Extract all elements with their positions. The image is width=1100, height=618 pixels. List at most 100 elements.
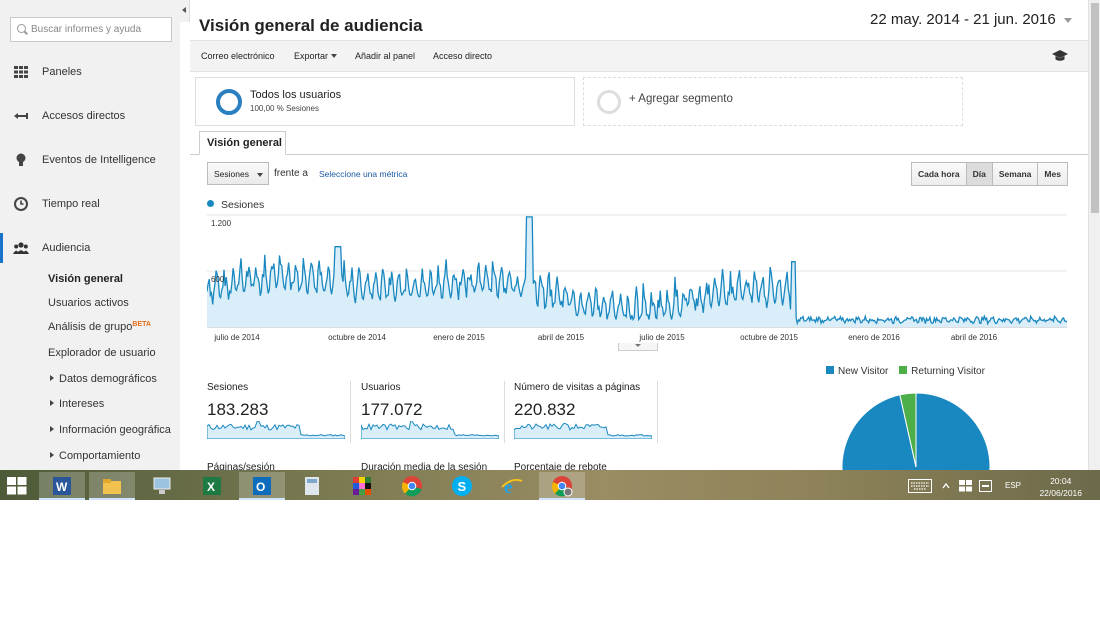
audience-sub-label: Información geográfica (59, 424, 171, 436)
segment-all-users[interactable]: Todos los usuarios 100,00 % Sesiones (195, 77, 575, 126)
clock-time: 20:04 (1050, 476, 1072, 486)
system-clock[interactable]: 20:04 22/06/2016 (1039, 475, 1082, 499)
taskbar-calculator[interactable] (289, 472, 335, 500)
taskbar-app-grid[interactable] (339, 472, 385, 500)
sidebar: Buscar informes y ayuda Paneles Accesos … (0, 0, 180, 470)
date-range-picker[interactable]: 22 may. 2014 - 21 jun. 2016 (866, 8, 1076, 32)
app-grid-icon (353, 477, 371, 495)
x-tick-label: julio de 2014 (213, 333, 260, 342)
graduation-cap-icon[interactable] (1052, 50, 1068, 62)
select-metric-link[interactable]: Seleccione una métrica (319, 169, 408, 179)
audience-sub-label: Datos demográficos (59, 373, 157, 385)
add-segment-label: + Agregar segmento (629, 93, 733, 105)
y-tick-label: 1.200 (211, 219, 232, 228)
export-button[interactable]: Exportar (294, 51, 338, 61)
taskbar-excel[interactable]: X (189, 472, 235, 500)
summary-label: Duración media de la sesión (361, 462, 488, 472)
taskbar-word[interactable]: W (39, 472, 85, 500)
sidebar-item-paneles[interactable]: Paneles (0, 57, 180, 87)
audience-sub-analisis-grupo[interactable]: Análisis de grupoBETA (48, 321, 151, 333)
audience-sub-datos-demograficos[interactable]: Datos demográficos (50, 373, 157, 385)
summary-label: Usuarios (361, 382, 401, 393)
taskbar-chrome[interactable] (389, 472, 435, 500)
taskbar-file-explorer[interactable] (89, 472, 135, 500)
chrome-user-icon (552, 476, 573, 497)
taskbar-outlook[interactable]: O (239, 472, 285, 500)
date-range-text: 22 may. 2014 - 21 jun. 2016 (870, 11, 1056, 28)
legend-label: Returning Visitor (911, 366, 985, 377)
versus-label: frente a (274, 168, 308, 179)
calculator-icon (305, 477, 319, 495)
metric-dropdown[interactable]: Sesiones (207, 162, 269, 185)
outlook-icon: O (253, 477, 271, 495)
taskbar-skype[interactable]: S (439, 472, 485, 500)
file-explorer-icon (103, 479, 121, 494)
pie-legend: New Visitor Returning Visitor (826, 366, 985, 377)
email-button[interactable]: Correo electrónico (201, 51, 275, 61)
summary-usuarios[interactable]: Usuarios 177.072 (361, 381, 505, 443)
tab-vision-general[interactable]: Visión general (199, 131, 286, 155)
x-axis-ticks: julio de 2014 octubre de 2014 enero de 201… (213, 333, 997, 342)
sparkline (207, 421, 345, 439)
summary-sesiones[interactable]: Sesiones 183.283 (207, 381, 351, 443)
clock-date: 22/06/2016 (1039, 488, 1082, 498)
summary-value: 177.072 (361, 400, 423, 419)
lightbulb-icon (16, 153, 26, 166)
chevron-up-icon[interactable] (942, 483, 950, 489)
sidebar-item-audiencia[interactable]: Audiencia (0, 233, 180, 263)
excel-icon: X (203, 477, 221, 495)
vertical-scrollbar[interactable] (1088, 0, 1100, 470)
dashboard-grid-icon (14, 66, 28, 78)
main-content: Visión general de audiencia 22 may. 2014… (190, 0, 1088, 500)
search-input[interactable]: Buscar informes y ayuda (10, 17, 172, 42)
segment-title: Todos los usuarios (250, 89, 342, 101)
shortcut-button[interactable]: Acceso directo (433, 51, 493, 61)
period-hourly-button[interactable]: Cada hora (912, 163, 966, 185)
summary-value: 183.283 (207, 400, 269, 419)
svg-text:e: e (504, 477, 512, 497)
pie-slice-returning-visitor[interactable] (899, 392, 917, 468)
audience-sub-informacion-geografica[interactable]: Información geográfica (50, 424, 171, 436)
audience-sub-intereses[interactable]: Intereses (50, 398, 104, 410)
add-segment-button[interactable]: + Agregar segmento (583, 77, 963, 126)
taskbar-computer[interactable] (139, 472, 185, 500)
sidebar-item-tiempo-real[interactable]: Tiempo real (0, 189, 180, 219)
legend-label: New Visitor (838, 366, 889, 377)
scrollbar-thumb[interactable] (1091, 3, 1099, 213)
period-month-button[interactable]: Mes (1037, 163, 1067, 185)
sidebar-item-label: Tiempo real (42, 198, 100, 210)
taskbar-internet-explorer[interactable]: e (489, 472, 535, 500)
add-to-dashboard-button[interactable]: Añadir al panel (355, 51, 416, 61)
expand-triangle-icon (50, 375, 54, 381)
x-tick-label: octubre de 2014 (328, 333, 386, 342)
audience-sub-usuarios-activos[interactable]: Usuarios activos (48, 297, 129, 309)
summary-label: Número de visitas a páginas (514, 382, 641, 393)
network-icon[interactable] (959, 480, 972, 492)
segment-subtitle: 100,00 % Sesiones (250, 104, 319, 113)
taskbar-chrome-profile[interactable] (539, 472, 585, 500)
period-day-button[interactable]: Día (965, 163, 992, 185)
audience-sub-explorador-usuario[interactable]: Explorador de usuario (48, 347, 156, 359)
svg-text:X: X (207, 480, 215, 494)
expand-triangle-icon (50, 400, 54, 406)
legend-label: Sesiones (221, 199, 265, 211)
sidebar-item-accesos-directos[interactable]: Accesos directos (0, 101, 180, 131)
sidebar-item-eventos-intelligence[interactable]: Eventos de Intelligence (0, 145, 180, 175)
sidebar-item-label: Eventos de Intelligence (42, 154, 156, 166)
action-center-icon[interactable] (979, 480, 992, 492)
chart-resize-handle[interactable] (618, 343, 658, 351)
audience-sub-comportamiento[interactable]: Comportamiento (50, 450, 140, 462)
windows-logo-icon (7, 477, 27, 495)
summary-visitas-paginas[interactable]: Número de visitas a páginas 220.832 (514, 381, 658, 443)
start-button[interactable] (0, 472, 34, 500)
collapse-sidebar-button[interactable] (179, 0, 190, 22)
expand-triangle-icon (50, 452, 54, 458)
tab-divider (190, 154, 1088, 155)
chevron-down-icon (1064, 18, 1072, 23)
period-week-button[interactable]: Semana (991, 163, 1038, 185)
language-indicator[interactable]: ESP (1005, 481, 1022, 490)
sessions-line-chart[interactable]: 1.200 600 julio de 2014 octubre de 2014 en… (207, 212, 1067, 347)
keyboard-icon[interactable] (908, 479, 932, 493)
audience-sub-vision-general[interactable]: Visión general (48, 273, 123, 285)
chevron-down-icon (257, 173, 263, 177)
